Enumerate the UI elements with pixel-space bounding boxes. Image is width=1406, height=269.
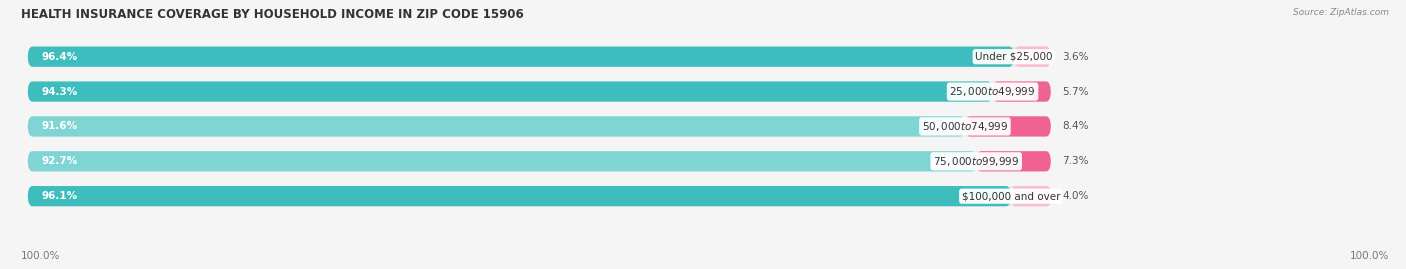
Text: HEALTH INSURANCE COVERAGE BY HOUSEHOLD INCOME IN ZIP CODE 15906: HEALTH INSURANCE COVERAGE BY HOUSEHOLD I…: [21, 8, 524, 21]
FancyBboxPatch shape: [28, 151, 976, 171]
FancyBboxPatch shape: [28, 186, 1050, 206]
FancyBboxPatch shape: [1011, 186, 1052, 206]
Text: 5.7%: 5.7%: [1062, 87, 1088, 97]
FancyBboxPatch shape: [993, 82, 1050, 102]
FancyBboxPatch shape: [28, 116, 1050, 137]
FancyBboxPatch shape: [28, 82, 1050, 102]
FancyBboxPatch shape: [28, 151, 1050, 171]
Text: $100,000 and over: $100,000 and over: [962, 191, 1060, 201]
Text: $50,000 to $74,999: $50,000 to $74,999: [922, 120, 1008, 133]
FancyBboxPatch shape: [28, 47, 1050, 67]
FancyBboxPatch shape: [28, 186, 1011, 206]
FancyBboxPatch shape: [965, 116, 1050, 137]
FancyBboxPatch shape: [28, 82, 993, 102]
Text: Under $25,000: Under $25,000: [976, 52, 1053, 62]
Text: 91.6%: 91.6%: [41, 121, 77, 132]
Text: 7.3%: 7.3%: [1062, 156, 1088, 166]
Text: 4.0%: 4.0%: [1063, 191, 1090, 201]
FancyBboxPatch shape: [28, 47, 1014, 67]
Text: 100.0%: 100.0%: [1350, 251, 1389, 261]
Text: 92.7%: 92.7%: [41, 156, 77, 166]
Text: 94.3%: 94.3%: [41, 87, 77, 97]
FancyBboxPatch shape: [28, 116, 965, 137]
Text: Source: ZipAtlas.com: Source: ZipAtlas.com: [1294, 8, 1389, 17]
Text: $75,000 to $99,999: $75,000 to $99,999: [934, 155, 1019, 168]
Text: 3.6%: 3.6%: [1062, 52, 1088, 62]
FancyBboxPatch shape: [1014, 47, 1050, 67]
Text: 100.0%: 100.0%: [21, 251, 60, 261]
Text: 96.1%: 96.1%: [41, 191, 77, 201]
Text: 96.4%: 96.4%: [41, 52, 77, 62]
Text: $25,000 to $49,999: $25,000 to $49,999: [949, 85, 1036, 98]
FancyBboxPatch shape: [976, 151, 1050, 171]
Text: 8.4%: 8.4%: [1062, 121, 1088, 132]
